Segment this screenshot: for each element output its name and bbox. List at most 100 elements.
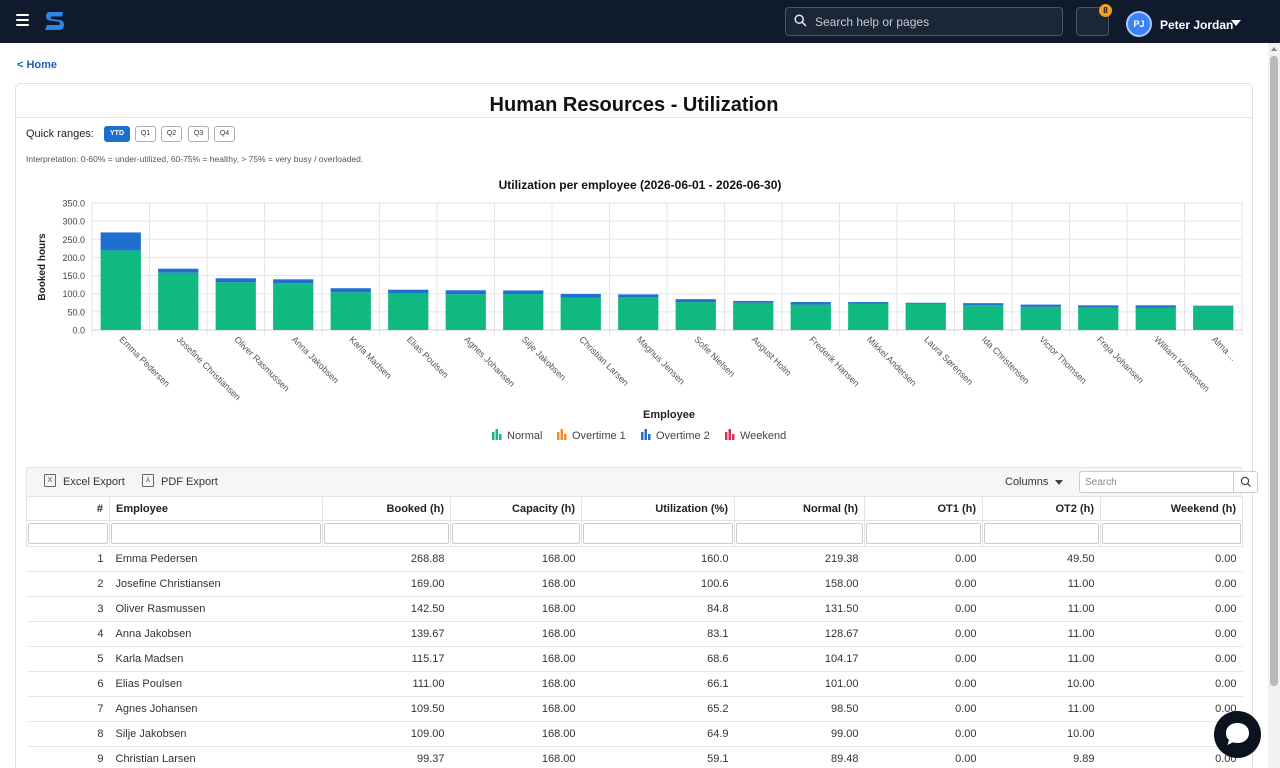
table-row[interactable]: 3 Oliver Rasmussen 142.50 168.00 84.8 131.50 0…	[26, 596, 1243, 622]
cell-capacity: 168.00	[450, 646, 582, 672]
notification-count-badge: 8	[1099, 4, 1112, 17]
cell-booked: 268.88	[322, 546, 451, 572]
y-tick-label: 300.0	[62, 217, 85, 227]
cell-capacity: 168.00	[450, 746, 582, 768]
bar-normal	[388, 293, 429, 330]
pdf-export-button[interactable]: PDF Export	[161, 476, 218, 488]
legend-swatch-icon	[728, 429, 731, 440]
table-row[interactable]: 4 Anna Jakobsen 139.67 168.00 83.1 128.67 0.00…	[26, 621, 1243, 647]
menu-icon[interactable]	[16, 14, 29, 26]
cell-ot1: 0.00	[864, 621, 983, 647]
column-header-employee[interactable]: Employee	[109, 496, 323, 521]
cell-normal: 158.00	[734, 571, 865, 597]
cell-ot2: 10.00	[982, 721, 1101, 747]
x-tick-label: Karla Madsen	[347, 334, 393, 380]
filter-input-utilization[interactable]	[583, 523, 733, 544]
cell-employee: Christian Larsen	[109, 746, 323, 768]
filter-input-capacity[interactable]	[452, 523, 580, 544]
table-row[interactable]: 1 Emma Pedersen 268.88 168.00 160.0 219.38 0.0…	[26, 546, 1243, 572]
x-axis-title: Employee	[643, 409, 695, 421]
user-name[interactable]: Peter Jordan	[1160, 18, 1234, 32]
x-tick-label: Elias Poulsen	[405, 334, 451, 380]
table-search-button[interactable]	[1233, 471, 1258, 493]
table-row[interactable]: 7 Agnes Johansen 109.50 168.00 65.2 98.50 0.00…	[26, 696, 1243, 722]
y-tick-label: 0.0	[72, 326, 85, 336]
quick-range-q1-button[interactable]: Q1	[135, 126, 156, 142]
bar-normal	[158, 272, 199, 330]
column-header-normal[interactable]: Normal (h)	[734, 496, 865, 521]
table-row[interactable]: 5 Karla Madsen 115.17 168.00 68.6 104.17 0.00 1…	[26, 646, 1243, 672]
search-icon	[794, 14, 807, 27]
y-tick-label: 250.0	[62, 235, 85, 245]
filter-input-normal[interactable]	[736, 523, 863, 544]
column-header-capacity[interactable]: Capacity (h)	[450, 496, 582, 521]
column-header-index[interactable]: #	[26, 496, 110, 521]
column-header-utilization[interactable]: Utilization (%)	[581, 496, 735, 521]
quick-range-q3-button[interactable]: Q3	[188, 126, 209, 142]
x-tick-label: Oliver Rasmussen	[232, 334, 291, 393]
quick-range-q4-button[interactable]: Q4	[214, 126, 235, 142]
interpretation-note: Interpretation: 0-60% = under-utilized, …	[26, 154, 364, 164]
columns-dropdown[interactable]: Columns	[1005, 476, 1049, 488]
cell-booked: 169.00	[322, 571, 451, 597]
y-tick-label: 50.0	[67, 307, 85, 317]
cell-normal: 131.50	[734, 596, 865, 622]
breadcrumb-home-link[interactable]: < Home	[17, 59, 58, 71]
filter-input-index[interactable]	[28, 523, 108, 544]
table-row[interactable]: 2 Josefine Christiansen 169.00 168.00 100.6 1…	[26, 571, 1243, 597]
legend-swatch-icon	[492, 432, 495, 440]
user-menu-caret-icon[interactable]	[1231, 20, 1241, 26]
legend-item-overtime-1[interactable]: Overtime 1	[557, 429, 626, 442]
global-search-input[interactable]: Search help or pages	[785, 7, 1063, 36]
table-row[interactable]: 9 Christian Larsen 99.37 168.00 59.1 89.48 0.0…	[26, 746, 1243, 768]
title-divider	[16, 117, 1252, 118]
scrollbar-thumb[interactable]	[1270, 56, 1278, 686]
scroll-up-arrow-icon[interactable]	[1271, 47, 1277, 51]
cell-weekend: 0.00	[1100, 571, 1243, 597]
bar-normal	[1078, 307, 1119, 330]
columns-caret-icon[interactable]	[1055, 480, 1063, 485]
x-tick-label: Emma Pedersen	[117, 334, 171, 388]
cell-index: 5	[26, 646, 110, 672]
table-row[interactable]: 6 Elias Poulsen 111.00 168.00 66.1 101.00 0.00…	[26, 671, 1243, 697]
excel-export-button[interactable]: Excel Export	[63, 476, 125, 488]
cell-normal: 98.50	[734, 696, 865, 722]
cell-index: 3	[26, 596, 110, 622]
column-header-booked[interactable]: Booked (h)	[322, 496, 451, 521]
user-avatar[interactable]: PJ	[1126, 11, 1152, 37]
cell-normal: 99.00	[734, 721, 865, 747]
column-header-weekend[interactable]: Weekend (h)	[1100, 496, 1243, 521]
quick-range-q2-button[interactable]: Q2	[161, 126, 182, 142]
cell-capacity: 168.00	[450, 571, 582, 597]
cell-booked: 115.17	[322, 646, 451, 672]
chat-widget-button[interactable]	[1214, 711, 1261, 758]
page-scrollbar[interactable]	[1268, 43, 1280, 768]
column-header-ot2[interactable]: OT2 (h)	[982, 496, 1101, 521]
app-logo[interactable]	[43, 9, 67, 33]
filter-input-ot2[interactable]	[984, 523, 1099, 544]
filter-input-employee[interactable]	[111, 523, 321, 544]
cell-weekend: 0.00	[1100, 671, 1243, 697]
quick-range-ytd-button[interactable]: YTD	[104, 126, 130, 142]
bar-overtime-2	[158, 268, 199, 273]
cell-ot1: 0.00	[864, 721, 983, 747]
cell-weekend: 0.00	[1100, 621, 1243, 647]
cell-employee: Josefine Christiansen	[109, 571, 323, 597]
legend-swatch-icon	[499, 434, 502, 440]
bar-normal	[100, 250, 141, 330]
bar-normal	[330, 292, 371, 330]
filter-input-ot1[interactable]	[866, 523, 981, 544]
legend-item-weekend[interactable]: Weekend	[725, 429, 786, 442]
cell-utilization: 66.1	[581, 671, 735, 697]
table-row[interactable]: 8 Silje Jakobsen 109.00 168.00 64.9 99.00 0.00…	[26, 721, 1243, 747]
legend-item-normal[interactable]: Normal	[492, 429, 542, 442]
bar-overtime-2	[1078, 305, 1119, 308]
legend-item-overtime-2[interactable]: Overtime 2	[641, 429, 710, 442]
table-search-input[interactable]: Search	[1079, 471, 1234, 493]
bar-overtime-2	[503, 290, 544, 295]
filter-input-weekend[interactable]	[1102, 523, 1241, 544]
column-header-ot1[interactable]: OT1 (h)	[864, 496, 983, 521]
filter-input-booked[interactable]	[324, 523, 449, 544]
legend-swatch-icon	[557, 432, 560, 440]
cell-index: 2	[26, 571, 110, 597]
